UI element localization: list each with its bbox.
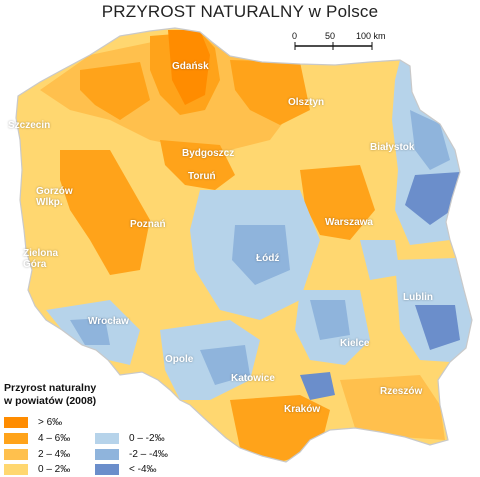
scale-label-0: 0 (292, 31, 298, 41)
legend-label: -2 – -4‰ (129, 448, 168, 460)
legend-swatch (4, 416, 28, 428)
legend-label: 2 – 4‰ (38, 448, 71, 460)
scale-bar (294, 42, 373, 50)
city-label-kielce: Kielce (340, 338, 370, 349)
legend-item: 4 – 6‰ (4, 432, 70, 444)
legend-item: > 6‰ (4, 416, 62, 428)
region-west-pomerania (80, 62, 150, 120)
map-title: PRZYROST NATURALNY w Polsce (101, 2, 379, 21)
city-label-krakow: Kraków (284, 404, 321, 415)
city-label-opole: Opole (165, 354, 194, 365)
city-label-lodz: Łódź (256, 253, 280, 264)
region-silesia-core (200, 345, 250, 385)
scale-label-50: 50 (325, 31, 336, 41)
city-label-bialystok: Białystok (370, 142, 415, 153)
legend-label: > 6‰ (38, 416, 63, 428)
legend-swatch (95, 432, 119, 444)
legend-item: 2 – 4‰ (4, 448, 70, 460)
region-zaglebie (300, 372, 335, 400)
legend-swatch (95, 463, 119, 475)
city-label-gorzow: Gorzów Wlkp. (36, 186, 73, 208)
region-mazowsze (300, 165, 375, 240)
city-label-warszawa: Warszawa (325, 217, 373, 228)
city-label-bydgoszcz: Bydgoszcz (182, 148, 235, 159)
legend-title: Przyrost naturalny w powiatów (2008) (4, 382, 97, 407)
city-label-katowice: Katowice (231, 373, 275, 384)
region-podlasie-south (405, 172, 460, 225)
city-label-zielona-gora: Zielona Góra (23, 248, 59, 270)
legend-label: < -4‰ (129, 463, 157, 475)
region-lubelskie-east (415, 305, 460, 350)
legend-swatch (4, 432, 28, 444)
region-sudety-core (70, 318, 110, 345)
region-kielce-core (310, 300, 350, 340)
region-wielkopolska (60, 150, 150, 275)
region-warmia (230, 60, 310, 125)
city-label-poznan: Poznań (130, 219, 166, 230)
city-label-olsztyn: Olsztyn (288, 97, 325, 108)
region-gdansk-core (168, 30, 210, 105)
legend-label: 0 – 2‰ (38, 463, 71, 475)
region-kujawy (160, 140, 235, 190)
legend-item: -2 – -4‰ (95, 448, 168, 460)
legend-item: 0 – -2‰ (95, 432, 165, 444)
city-label-szczecin: Szczecin (8, 120, 51, 131)
legend-swatch (4, 463, 28, 475)
city-label-wroclaw: Wrocław (88, 316, 129, 327)
legend-item: 0 – 2‰ (4, 463, 70, 475)
region-podkarpacie (340, 375, 445, 440)
city-label-rzeszow: Rzeszów (380, 386, 423, 397)
legend-swatch (95, 448, 119, 460)
legend-label: 0 – -2‰ (129, 432, 165, 444)
legend-item: < -4‰ (95, 463, 157, 475)
legend-swatch (4, 448, 28, 460)
region-lodz-core (232, 225, 290, 285)
city-label-lublin: Lublin (403, 292, 433, 303)
legend-label: 4 – 6‰ (38, 432, 71, 444)
region-siedlce (360, 240, 400, 280)
city-label-torun: Toruń (188, 171, 216, 182)
city-label-gdansk: Gdańsk (172, 61, 209, 72)
scale-label-100: 100 km (356, 31, 386, 41)
